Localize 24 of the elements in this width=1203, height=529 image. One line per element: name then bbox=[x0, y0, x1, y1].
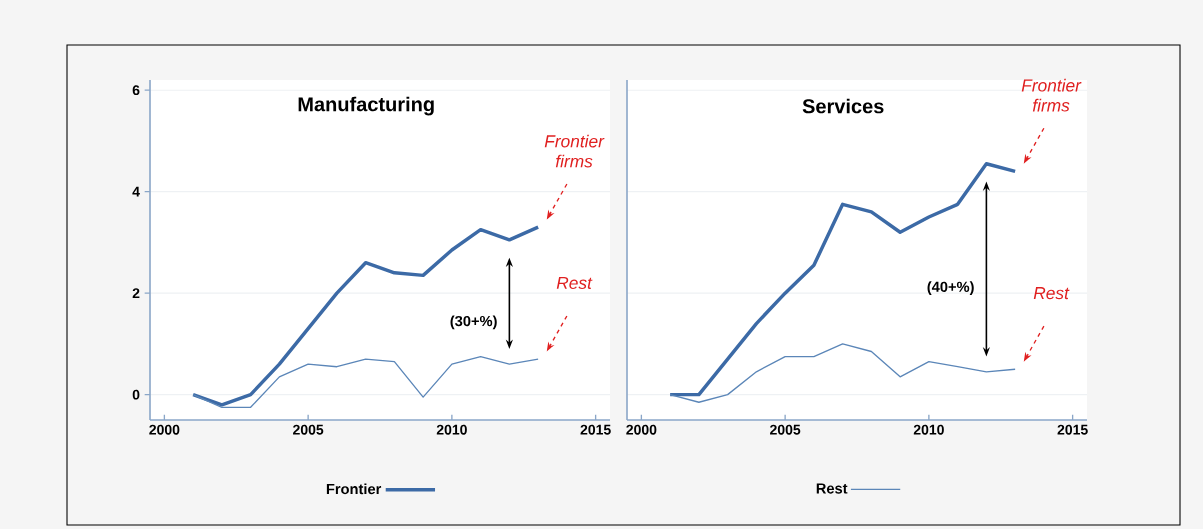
line-series bbox=[191, 225, 540, 407]
x-tick-label: 2000 bbox=[626, 424, 657, 435]
y-tick-label: 0 bbox=[132, 389, 140, 400]
legend-label: Frontier bbox=[326, 483, 382, 495]
y-tick-label: 4 bbox=[132, 186, 140, 197]
y-tick-label: 6 bbox=[132, 85, 140, 96]
y-tick-label: 2 bbox=[132, 288, 140, 299]
x-tick-label: 2015 bbox=[1057, 424, 1088, 435]
x-tick-label: 2005 bbox=[770, 424, 801, 435]
annotation: Rest bbox=[1033, 287, 1070, 300]
x-tick-label: 2015 bbox=[580, 424, 611, 435]
annotation: (40+%) bbox=[927, 281, 974, 295]
x-tick-label: 2010 bbox=[913, 424, 944, 435]
x-tick-label: 2000 bbox=[149, 424, 180, 435]
annotation: Frontier firms bbox=[1021, 78, 1082, 112]
annotation: (30+%) bbox=[450, 315, 497, 330]
text: Services bbox=[802, 98, 884, 114]
x-tick-label: 2010 bbox=[436, 424, 467, 435]
text: Manufacturing bbox=[298, 96, 434, 116]
legend-label: Rest bbox=[816, 483, 848, 494]
line-series bbox=[192, 355, 539, 408]
annotation: Rest bbox=[556, 276, 593, 290]
x-tick-label: 2005 bbox=[293, 424, 324, 435]
annotation: Frontier firms bbox=[544, 134, 605, 168]
